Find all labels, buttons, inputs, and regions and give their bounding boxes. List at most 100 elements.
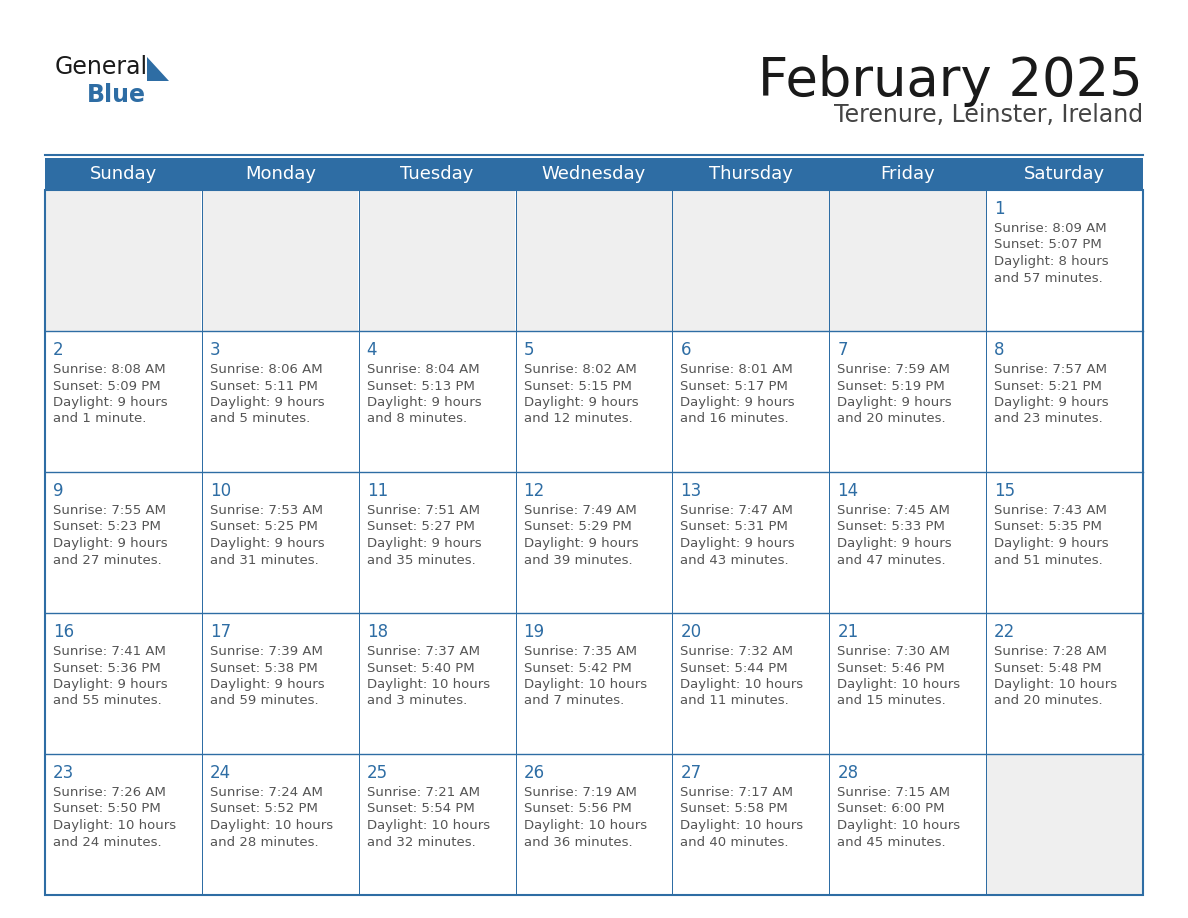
Text: Sunrise: 7:53 AM: Sunrise: 7:53 AM [210, 504, 323, 517]
Text: Daylight: 9 hours: Daylight: 9 hours [994, 396, 1108, 409]
Text: and 32 minutes.: and 32 minutes. [367, 835, 475, 848]
Text: Sunrise: 8:02 AM: Sunrise: 8:02 AM [524, 363, 637, 376]
Text: Daylight: 10 hours: Daylight: 10 hours [53, 819, 176, 832]
Text: Sunset: 5:17 PM: Sunset: 5:17 PM [681, 379, 789, 393]
Text: Sunset: 5:31 PM: Sunset: 5:31 PM [681, 521, 789, 533]
Text: 21: 21 [838, 623, 859, 641]
Text: Sunset: 5:15 PM: Sunset: 5:15 PM [524, 379, 632, 393]
Bar [202, 191, 359, 330]
Text: General: General [55, 55, 148, 79]
Text: Sunset: 5:54 PM: Sunset: 5:54 PM [367, 802, 474, 815]
Text: 23: 23 [53, 764, 74, 782]
Text: Tuesday: Tuesday [400, 165, 474, 183]
Text: Daylight: 9 hours: Daylight: 9 hours [210, 678, 324, 691]
Text: and 23 minutes.: and 23 minutes. [994, 412, 1102, 426]
Text: 27: 27 [681, 764, 702, 782]
Text: Daylight: 10 hours: Daylight: 10 hours [681, 819, 803, 832]
Text: 17: 17 [210, 623, 230, 641]
Bar [359, 191, 516, 330]
Text: Daylight: 10 hours: Daylight: 10 hours [681, 678, 803, 691]
Bar [516, 191, 672, 330]
Text: and 47 minutes.: and 47 minutes. [838, 554, 946, 566]
Text: Daylight: 9 hours: Daylight: 9 hours [994, 537, 1108, 550]
Bar [829, 191, 986, 330]
Text: 13: 13 [681, 482, 702, 500]
Text: Sunset: 5:42 PM: Sunset: 5:42 PM [524, 662, 631, 675]
Bar [987, 755, 1143, 894]
Bar [45, 158, 1143, 190]
Text: Wednesday: Wednesday [542, 165, 646, 183]
Text: Sunset: 5:09 PM: Sunset: 5:09 PM [53, 379, 160, 393]
Text: Sunset: 5:23 PM: Sunset: 5:23 PM [53, 521, 160, 533]
Text: and 43 minutes.: and 43 minutes. [681, 554, 789, 566]
Text: Saturday: Saturday [1024, 165, 1105, 183]
Text: Friday: Friday [880, 165, 935, 183]
Text: and 1 minute.: and 1 minute. [53, 412, 146, 426]
Text: 2: 2 [53, 341, 64, 359]
Text: Sunrise: 8:04 AM: Sunrise: 8:04 AM [367, 363, 479, 376]
Text: Sunset: 5:21 PM: Sunset: 5:21 PM [994, 379, 1102, 393]
Text: 9: 9 [53, 482, 63, 500]
Text: Sunset: 5:19 PM: Sunset: 5:19 PM [838, 379, 944, 393]
Text: Sunset: 5:29 PM: Sunset: 5:29 PM [524, 521, 631, 533]
Polygon shape [147, 57, 169, 81]
Bar [45, 190, 1143, 895]
Bar [45, 191, 201, 330]
Text: 7: 7 [838, 341, 848, 359]
Text: Daylight: 9 hours: Daylight: 9 hours [838, 396, 952, 409]
Text: 5: 5 [524, 341, 535, 359]
Text: Sunset: 5:25 PM: Sunset: 5:25 PM [210, 521, 317, 533]
Text: and 7 minutes.: and 7 minutes. [524, 695, 624, 708]
Text: 26: 26 [524, 764, 544, 782]
Text: Daylight: 9 hours: Daylight: 9 hours [524, 396, 638, 409]
Text: Sunrise: 7:28 AM: Sunrise: 7:28 AM [994, 645, 1107, 658]
Text: 25: 25 [367, 764, 387, 782]
Text: Sunset: 6:00 PM: Sunset: 6:00 PM [838, 802, 944, 815]
Text: and 28 minutes.: and 28 minutes. [210, 835, 318, 848]
Text: 12: 12 [524, 482, 545, 500]
Text: Sunrise: 7:17 AM: Sunrise: 7:17 AM [681, 786, 794, 799]
Text: Sunrise: 7:49 AM: Sunrise: 7:49 AM [524, 504, 637, 517]
Text: Daylight: 9 hours: Daylight: 9 hours [367, 537, 481, 550]
Bar [672, 191, 829, 330]
Text: Blue: Blue [87, 83, 146, 107]
Text: 22: 22 [994, 623, 1016, 641]
Text: 10: 10 [210, 482, 230, 500]
Text: Thursday: Thursday [709, 165, 792, 183]
Text: Daylight: 9 hours: Daylight: 9 hours [838, 537, 952, 550]
Text: Sunrise: 7:21 AM: Sunrise: 7:21 AM [367, 786, 480, 799]
Text: Terenure, Leinster, Ireland: Terenure, Leinster, Ireland [834, 103, 1143, 127]
Text: and 15 minutes.: and 15 minutes. [838, 695, 946, 708]
Text: Daylight: 10 hours: Daylight: 10 hours [210, 819, 333, 832]
Text: Sunset: 5:40 PM: Sunset: 5:40 PM [367, 662, 474, 675]
Text: Daylight: 9 hours: Daylight: 9 hours [681, 396, 795, 409]
Text: Sunrise: 7:55 AM: Sunrise: 7:55 AM [53, 504, 166, 517]
Text: Daylight: 10 hours: Daylight: 10 hours [838, 819, 960, 832]
Text: Sunrise: 7:32 AM: Sunrise: 7:32 AM [681, 645, 794, 658]
Text: Daylight: 9 hours: Daylight: 9 hours [367, 396, 481, 409]
Text: Sunset: 5:13 PM: Sunset: 5:13 PM [367, 379, 474, 393]
Text: and 27 minutes.: and 27 minutes. [53, 554, 162, 566]
Text: and 35 minutes.: and 35 minutes. [367, 554, 475, 566]
Text: Daylight: 10 hours: Daylight: 10 hours [994, 678, 1117, 691]
Text: 11: 11 [367, 482, 388, 500]
Text: and 36 minutes.: and 36 minutes. [524, 835, 632, 848]
Text: and 20 minutes.: and 20 minutes. [838, 412, 946, 426]
Text: 16: 16 [53, 623, 74, 641]
Text: Sunrise: 7:37 AM: Sunrise: 7:37 AM [367, 645, 480, 658]
Text: Sunset: 5:52 PM: Sunset: 5:52 PM [210, 802, 317, 815]
Text: 8: 8 [994, 341, 1005, 359]
Text: Sunset: 5:27 PM: Sunset: 5:27 PM [367, 521, 474, 533]
Text: Sunrise: 8:08 AM: Sunrise: 8:08 AM [53, 363, 165, 376]
Text: and 12 minutes.: and 12 minutes. [524, 412, 632, 426]
Text: and 8 minutes.: and 8 minutes. [367, 412, 467, 426]
Text: Sunset: 5:07 PM: Sunset: 5:07 PM [994, 239, 1102, 252]
Text: Daylight: 9 hours: Daylight: 9 hours [53, 396, 168, 409]
Text: Daylight: 9 hours: Daylight: 9 hours [53, 678, 168, 691]
Text: 15: 15 [994, 482, 1016, 500]
Text: 1: 1 [994, 200, 1005, 218]
Text: Daylight: 9 hours: Daylight: 9 hours [524, 537, 638, 550]
Text: Sunrise: 7:39 AM: Sunrise: 7:39 AM [210, 645, 323, 658]
Text: Sunrise: 7:19 AM: Sunrise: 7:19 AM [524, 786, 637, 799]
Text: 3: 3 [210, 341, 221, 359]
